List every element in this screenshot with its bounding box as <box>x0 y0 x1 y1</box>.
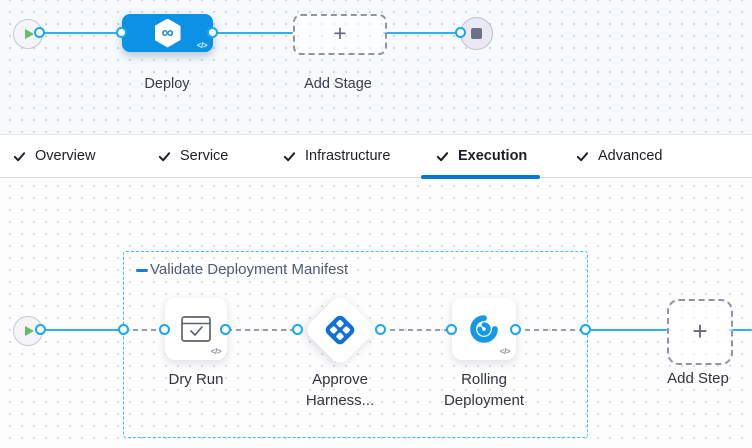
port <box>292 324 303 335</box>
port <box>34 27 45 38</box>
code-icon[interactable]: </> <box>210 347 222 356</box>
port <box>118 324 129 335</box>
connector-line <box>41 329 124 332</box>
port <box>207 27 218 38</box>
dashed-connector-line <box>227 329 298 331</box>
tab-label: Execution <box>458 148 528 164</box>
step-group-validate-deployment-manifest <box>123 251 588 438</box>
tab-label: Overview <box>35 148 96 164</box>
add-stage-label: Add Stage <box>304 76 372 92</box>
connector-line <box>729 329 752 332</box>
tab-label: Service <box>180 148 229 164</box>
play-icon <box>25 326 34 336</box>
check-icon <box>158 151 171 161</box>
port <box>220 324 231 335</box>
play-icon <box>25 29 34 39</box>
port <box>446 324 457 335</box>
tab-infrastructure[interactable]: Infrastructure <box>283 135 390 177</box>
port <box>455 27 466 38</box>
rolling-deployment-icon <box>470 315 498 343</box>
port <box>375 324 386 335</box>
stage-label: Deploy <box>144 76 190 92</box>
check-icon <box>283 151 296 161</box>
stop-icon <box>470 27 483 40</box>
stage-graph-canvas[interactable]: ∞ </> + Deploy Add Stage <box>0 0 752 134</box>
port <box>510 324 521 335</box>
dashed-connector-line <box>516 329 586 331</box>
step-dry-run[interactable]: </> <box>165 298 227 360</box>
step-group-label[interactable]: Validate Deployment Manifest <box>150 261 349 278</box>
collapse-group-icon[interactable] <box>136 269 148 272</box>
connector-line <box>586 329 667 332</box>
stage-config-tabbar: Overview Service Infrastructure Executio… <box>0 134 752 179</box>
tab-label: Infrastructure <box>305 148 391 164</box>
connector-line <box>40 32 124 35</box>
port <box>159 324 170 335</box>
check-icon <box>436 151 449 161</box>
tab-advanced[interactable]: Advanced <box>576 135 663 177</box>
stage-node-deploy[interactable]: ∞ </> <box>122 14 213 52</box>
connector-line <box>213 32 293 35</box>
plus-icon: + <box>692 316 708 346</box>
plus-icon: + <box>333 20 347 46</box>
port <box>580 324 591 335</box>
infinity-glyph: ∞ <box>161 22 174 42</box>
add-step-button[interactable]: + <box>667 299 733 365</box>
dashed-connector-line <box>124 329 165 331</box>
dashed-connector-line <box>381 329 452 331</box>
cd-stage-icon: ∞ <box>154 18 181 48</box>
check-icon <box>576 151 589 161</box>
port <box>35 324 46 335</box>
dry-run-icon <box>181 316 211 342</box>
harness-approval-icon[interactable] <box>322 312 358 348</box>
tab-label: Advanced <box>598 148 663 164</box>
code-icon[interactable]: </> <box>196 41 208 50</box>
active-tab-underline <box>421 175 540 179</box>
step-label: Dry Run <box>168 371 224 388</box>
tab-execution[interactable]: Execution <box>436 135 527 177</box>
tab-overview[interactable]: Overview <box>13 135 95 177</box>
tab-service[interactable]: Service <box>158 135 228 177</box>
execution-graph-canvas[interactable]: Validate Deployment Manifest </> <box>0 178 752 448</box>
code-icon[interactable]: </> <box>499 347 511 356</box>
connector-line <box>383 32 461 35</box>
step-rolling-deployment[interactable]: </> <box>452 298 516 360</box>
step-label: Approve Harness... <box>305 371 375 409</box>
step-label: Rolling Deployment <box>443 371 525 409</box>
check-icon <box>13 151 26 161</box>
add-stage-button[interactable]: + <box>293 14 387 55</box>
port <box>116 27 127 38</box>
add-step-label: Add Step <box>667 370 729 387</box>
